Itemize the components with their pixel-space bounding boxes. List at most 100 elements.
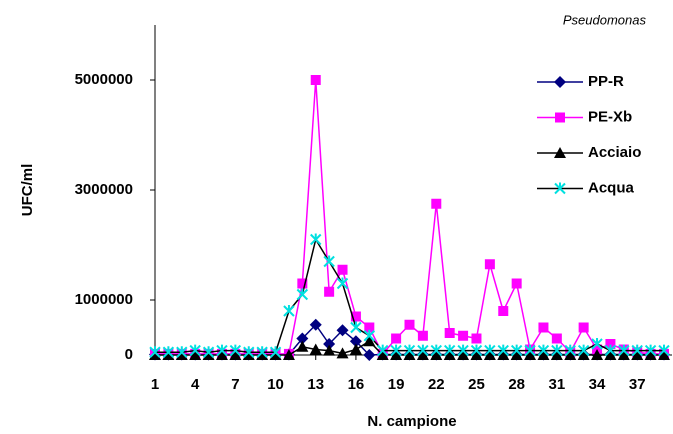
y-tick-label: 1000000	[75, 291, 133, 308]
data-point	[431, 198, 442, 209]
data-point	[189, 349, 202, 360]
data-point	[644, 344, 657, 357]
x-tick-label: 37	[629, 376, 646, 393]
data-point	[296, 288, 309, 301]
data-point	[242, 349, 255, 360]
x-axis-label: N. campione	[367, 413, 456, 430]
data-point	[269, 346, 282, 358]
data-point	[390, 349, 403, 360]
data-point	[149, 346, 161, 358]
data-point	[336, 324, 349, 337]
data-point	[176, 346, 188, 358]
data-point	[577, 349, 590, 360]
data-point	[149, 349, 161, 360]
data-point	[336, 347, 349, 359]
data-point	[309, 343, 322, 355]
data-point	[551, 333, 562, 344]
data-point	[323, 344, 336, 356]
data-point	[296, 340, 309, 352]
data-point	[350, 321, 362, 334]
data-point	[364, 322, 375, 333]
data-point	[511, 278, 522, 289]
legend-label: Acqua	[588, 179, 635, 196]
x-tick-label: 7	[231, 376, 239, 393]
data-point	[591, 338, 603, 350]
data-point	[538, 322, 549, 333]
data-point	[443, 349, 456, 360]
legend-marker	[554, 182, 566, 195]
data-point	[497, 344, 509, 357]
legend-label: PP-R	[588, 73, 624, 90]
x-tick-label: 13	[307, 376, 324, 393]
legend-label: PE-Xb	[588, 108, 632, 125]
data-point	[483, 349, 496, 360]
data-point	[524, 344, 536, 357]
data-point	[444, 328, 455, 338]
data-point	[658, 344, 670, 357]
data-point	[350, 311, 361, 322]
data-point	[376, 349, 389, 360]
data-point	[430, 344, 442, 357]
legend-marker	[555, 112, 565, 123]
x-tick-label: 16	[348, 376, 365, 393]
data-point	[457, 349, 470, 360]
x-tick-label: 34	[589, 376, 606, 393]
data-point	[524, 349, 537, 360]
data-point	[417, 330, 428, 341]
data-point	[497, 349, 510, 360]
data-point	[256, 346, 268, 358]
data-point	[202, 346, 215, 358]
data-point	[578, 322, 589, 333]
x-tick-label: 4	[191, 376, 200, 393]
y-tick-label: 3000000	[75, 181, 133, 198]
data-point	[363, 349, 376, 361]
data-point	[443, 344, 456, 357]
data-point	[310, 75, 321, 85]
data-point	[297, 278, 308, 289]
data-point	[644, 349, 657, 360]
y-tick-label: 5000000	[75, 71, 133, 88]
legend-marker	[554, 76, 566, 88]
x-tick-label: 10	[267, 376, 284, 393]
data-point	[310, 233, 322, 246]
data-point	[577, 344, 590, 357]
data-point	[283, 305, 295, 317]
data-point	[484, 344, 496, 357]
data-point	[403, 349, 416, 360]
x-tick-label: 19	[388, 376, 405, 393]
data-point	[417, 344, 429, 357]
data-point	[256, 349, 269, 360]
chart-title: Pseudomonas	[563, 12, 647, 27]
data-point	[215, 349, 228, 360]
data-point	[605, 339, 616, 349]
data-point	[229, 349, 242, 360]
data-point	[377, 344, 389, 357]
data-point	[309, 318, 322, 331]
data-point	[337, 264, 348, 275]
data-point	[243, 346, 255, 358]
data-point	[269, 349, 282, 360]
data-point	[175, 349, 188, 360]
data-point	[618, 344, 630, 357]
data-point	[471, 333, 482, 344]
data-point	[537, 344, 550, 357]
data-point	[323, 255, 335, 268]
legend-marker	[554, 147, 566, 158]
data-point	[591, 349, 604, 360]
data-point	[162, 349, 175, 360]
data-point	[604, 349, 617, 360]
data-point	[324, 286, 335, 297]
data-point	[390, 344, 402, 357]
data-point	[336, 277, 349, 290]
x-tick-label: 25	[468, 376, 485, 393]
data-point	[458, 330, 469, 341]
data-point	[631, 349, 644, 360]
data-point	[282, 349, 295, 360]
data-point	[498, 306, 509, 316]
data-point	[470, 349, 483, 360]
data-point	[216, 344, 228, 357]
data-point	[564, 344, 576, 357]
data-point	[537, 349, 550, 360]
x-tick-label: 22	[428, 376, 445, 393]
